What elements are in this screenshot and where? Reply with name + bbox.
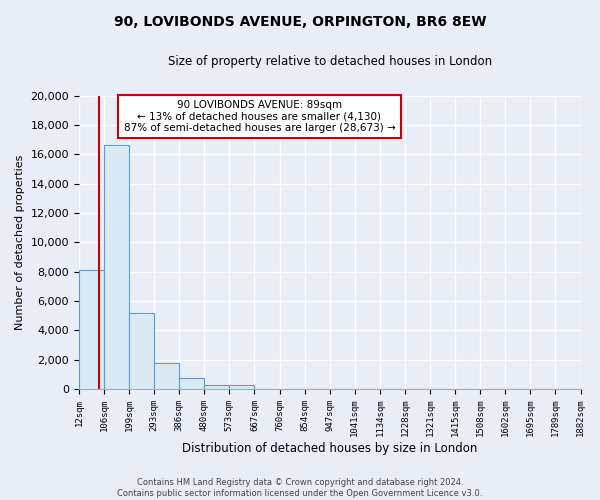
- Title: Size of property relative to detached houses in London: Size of property relative to detached ho…: [167, 55, 492, 68]
- Bar: [79, 270, 104, 389]
- Bar: [129, 313, 154, 389]
- Text: Contains HM Land Registry data © Crown copyright and database right 2024.
Contai: Contains HM Land Registry data © Crown c…: [118, 478, 482, 498]
- Bar: [104, 146, 129, 389]
- Y-axis label: Number of detached properties: Number of detached properties: [15, 154, 25, 330]
- Bar: [154, 362, 179, 389]
- Bar: [229, 386, 254, 389]
- X-axis label: Distribution of detached houses by size in London: Distribution of detached houses by size …: [182, 442, 478, 455]
- Text: 90 LOVIBONDS AVENUE: 89sqm
← 13% of detached houses are smaller (4,130)
87% of s: 90 LOVIBONDS AVENUE: 89sqm ← 13% of deta…: [124, 100, 395, 133]
- Bar: [205, 384, 229, 389]
- Text: 90, LOVIBONDS AVENUE, ORPINGTON, BR6 8EW: 90, LOVIBONDS AVENUE, ORPINGTON, BR6 8EW: [114, 15, 486, 29]
- Bar: [179, 378, 205, 389]
